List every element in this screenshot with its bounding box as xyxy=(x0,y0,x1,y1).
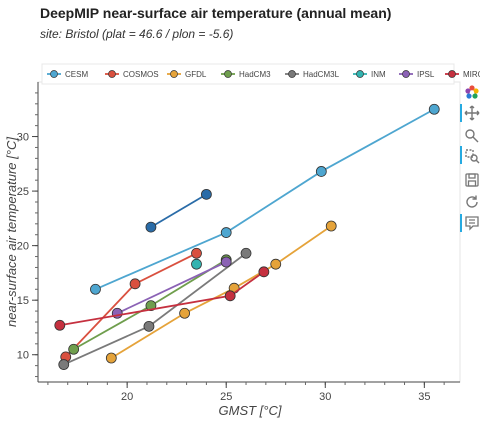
data-point[interactable] xyxy=(179,307,191,319)
legend-item[interactable]: COSMOS xyxy=(105,70,159,79)
legend[interactable]: CESMCOSMOSGFDLHadCM3HadCM3LINMIPSLMIROCN… xyxy=(47,70,480,79)
wheel-zoom-icon[interactable] xyxy=(464,128,480,144)
data-point[interactable] xyxy=(145,300,157,312)
series-group xyxy=(54,103,440,370)
legend-label: MIROC xyxy=(463,70,480,79)
data-point[interactable] xyxy=(191,258,202,270)
data-point[interactable] xyxy=(220,256,232,268)
data-point[interactable] xyxy=(224,290,236,302)
data-point[interactable] xyxy=(325,220,337,232)
x-tick-label: 30 xyxy=(319,391,331,403)
series-hadcm3l xyxy=(58,247,252,370)
legend-swatch-marker xyxy=(224,70,232,78)
data-point[interactable] xyxy=(105,352,117,364)
data-point[interactable] xyxy=(54,319,66,331)
legend-swatch-marker xyxy=(356,70,364,78)
data-point[interactable] xyxy=(315,166,327,177)
data-point[interactable] xyxy=(68,343,80,355)
box-zoom-icon[interactable] xyxy=(464,148,480,164)
data-point[interactable] xyxy=(201,188,212,200)
legend-item[interactable]: IPSL xyxy=(399,70,435,79)
chart-subtitle: site: Bristol (plat = 46.6 / plon = -5.6… xyxy=(40,27,234,41)
bokeh-logo-icon[interactable] xyxy=(464,84,480,100)
data-point[interactable] xyxy=(145,221,157,233)
legend-swatch-marker xyxy=(108,70,116,78)
legend-item[interactable]: HadCM3 xyxy=(221,70,271,79)
chart-title: DeepMIP near-surface air temperature (an… xyxy=(40,5,392,21)
x-tick-label: 35 xyxy=(418,391,430,403)
legend-swatch-marker xyxy=(402,70,410,78)
reset-icon[interactable] xyxy=(464,194,480,210)
y-tick-label: 20 xyxy=(17,241,29,253)
legend-swatch-marker xyxy=(50,70,58,78)
data-point[interactable] xyxy=(220,227,232,238)
legend-item[interactable]: CESM xyxy=(47,70,88,79)
data-point[interactable] xyxy=(129,278,141,290)
legend-swatch-marker xyxy=(448,70,456,78)
series-ipsl xyxy=(111,256,232,319)
y-tick-label: 30 xyxy=(17,132,29,144)
wheel-zoom-active-indicator xyxy=(460,146,462,164)
legend-item[interactable]: HadCM3L xyxy=(285,70,340,79)
hover-icon[interactable] xyxy=(464,215,480,231)
y-tick-label: 10 xyxy=(17,350,29,362)
series-inm xyxy=(191,258,202,270)
x-axis-label: GMST [°C] xyxy=(219,403,282,418)
legend-label: GFDL xyxy=(185,70,207,79)
legend-swatch-marker xyxy=(170,70,178,78)
legend-label: HadCM3 xyxy=(239,70,271,79)
data-point[interactable] xyxy=(428,103,440,115)
axes: 20 25 30 35 10 15 20 25 30 xyxy=(17,82,460,403)
legend-item[interactable]: INM xyxy=(353,70,386,79)
legend-item[interactable]: GFDL xyxy=(167,70,207,79)
y-tick-label: 15 xyxy=(17,295,29,307)
save-icon[interactable] xyxy=(464,172,480,188)
data-point[interactable] xyxy=(270,258,282,270)
y-axis-label: near-surface air temperature [°C] xyxy=(4,137,19,327)
legend-label: INM xyxy=(371,70,386,79)
series-noresm xyxy=(145,188,212,233)
legend-item[interactable]: MIROC xyxy=(445,70,480,79)
y-tick-label: 25 xyxy=(17,186,29,198)
plot-frame xyxy=(37,81,461,383)
data-point[interactable] xyxy=(258,266,270,278)
x-tick-label: 20 xyxy=(121,391,133,403)
pan-icon[interactable] xyxy=(464,105,480,121)
legend-label: IPSL xyxy=(417,70,435,79)
legend-label: HadCM3L xyxy=(303,70,340,79)
x-tick-label: 25 xyxy=(220,391,232,403)
legend-swatch-marker xyxy=(288,70,296,78)
pan-active-indicator xyxy=(460,104,462,122)
series-cosmos xyxy=(60,247,202,363)
legend-label: COSMOS xyxy=(123,70,159,79)
series-line xyxy=(95,108,435,291)
data-point[interactable] xyxy=(58,359,70,370)
legend-label: CESM xyxy=(65,70,88,79)
series-miroc xyxy=(54,266,270,331)
series-cesm xyxy=(90,103,440,295)
data-point[interactable] xyxy=(240,247,252,259)
series-line xyxy=(116,261,227,315)
data-point[interactable] xyxy=(90,283,101,295)
hover-active-indicator xyxy=(460,214,462,232)
data-point[interactable] xyxy=(191,247,202,259)
data-point[interactable] xyxy=(143,320,155,332)
series-line xyxy=(150,193,207,228)
